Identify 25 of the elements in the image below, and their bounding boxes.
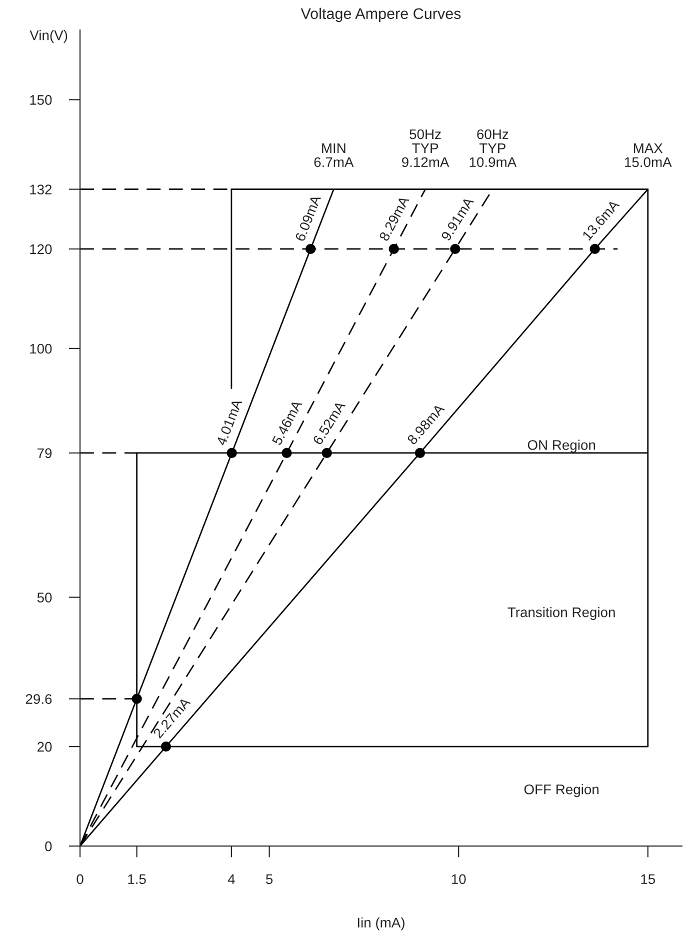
x-tick-label: 0 <box>76 874 84 884</box>
y-tick-label: 29.6 <box>26 694 52 704</box>
annotation: ON Region <box>528 440 596 453</box>
y-tick-label: 20 <box>38 742 52 752</box>
annotation: 50Hz TYP 9.12mA <box>402 129 450 168</box>
y-tick-label: 50 <box>37 592 52 602</box>
annotation: Transition Region <box>508 607 615 620</box>
y-tick-label: 0 <box>45 841 52 852</box>
x-tick-label: 10 <box>452 874 466 884</box>
x-tick-label: 5 <box>266 874 273 884</box>
annotation: MIN 6.7mA <box>314 143 354 168</box>
y-tick-label: 100 <box>30 344 52 354</box>
y-tick-label: 150 <box>30 95 52 105</box>
chart-title: Voltage Ampere Curves <box>300 8 461 22</box>
y-tick-label: 132 <box>30 184 52 194</box>
x-tick-label: 1.5 <box>128 874 146 884</box>
x-tick-label: 4 <box>228 874 235 884</box>
x-tick-label: 15 <box>641 874 656 884</box>
y-axis-title: Vin(V) <box>30 30 68 43</box>
x-axis-title: Iin (mA) <box>358 917 404 930</box>
y-tick-label: 120 <box>30 244 52 254</box>
y-tick-label: 79 <box>38 448 52 458</box>
annotation: 60Hz TYP 10.9mA <box>470 129 517 168</box>
annotation: MAX 15.0mA <box>625 143 672 168</box>
annotation: OFF Region <box>524 784 598 798</box>
